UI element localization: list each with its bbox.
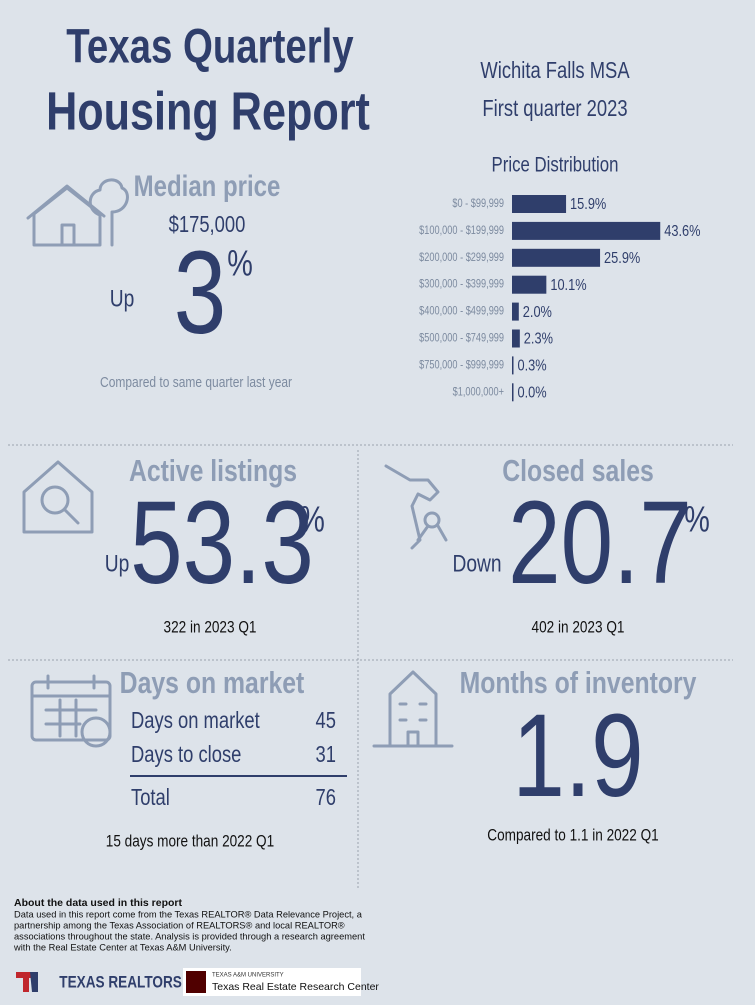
- note: Compared to 1.1 in 2022 Q1: [487, 826, 658, 845]
- row-label: Days to close: [131, 742, 241, 767]
- section-heading: Closed sales: [502, 454, 654, 488]
- section-heading: Active listings: [129, 454, 297, 488]
- bar: [512, 302, 519, 321]
- search-house-icon: [22, 460, 94, 534]
- icon-part: [372, 670, 454, 748]
- about-line: associations throughout the state. Analy…: [14, 931, 365, 941]
- icon-part: [40, 485, 70, 515]
- change-value: 20.7: [508, 476, 692, 609]
- category-label: $100,000 - $199,999: [419, 225, 504, 237]
- bar-chart: $0 - $99,999 15.9% $100,000 - $199,999 43.6…: [419, 195, 701, 402]
- title: Housing Report: [46, 82, 370, 142]
- icon-part: [88, 178, 129, 247]
- texas-realtors-logo: TEXAS REALTORS: [16, 972, 182, 992]
- section-heading: Days on market: [120, 666, 305, 700]
- about-line: Data used in this report come from the T…: [14, 909, 363, 919]
- icon-part: [30, 680, 112, 742]
- row-label: Days on market: [131, 708, 260, 733]
- house-tree-icon: [26, 178, 129, 247]
- icon-part: [186, 971, 206, 993]
- icon-part: [30, 972, 38, 992]
- about-line: partnership among the Texas Association …: [14, 920, 345, 930]
- value-label: 15.9%: [570, 196, 606, 214]
- category-label: $750,000 - $999,999: [419, 360, 504, 372]
- bar: [512, 221, 661, 240]
- value-label: 0.3%: [518, 357, 547, 375]
- category-label: $1,000,000+: [453, 387, 504, 399]
- category-label: $0 - $99,999: [452, 198, 504, 210]
- region: Wichita Falls MSA: [480, 58, 629, 83]
- direction: Down: [452, 549, 501, 577]
- value-label: 2.3%: [524, 330, 553, 348]
- icon-part: [60, 223, 76, 247]
- calendar-icon: [30, 674, 112, 748]
- icon-part: [398, 702, 428, 748]
- research-center-logo: TEXAS A&M UNIVERSITY Texas Real Estate R…: [183, 968, 379, 996]
- percent-sign: %: [299, 498, 325, 539]
- median-price: $175,000: [169, 212, 246, 237]
- bar: [512, 356, 514, 375]
- direction: Up: [110, 284, 135, 312]
- icon-part: [63, 508, 80, 525]
- inventory-value: 1.9: [512, 689, 643, 822]
- direction: Up: [105, 549, 130, 577]
- row-label: Total: [131, 785, 170, 810]
- row-value: 45: [316, 708, 336, 733]
- value-label: 2.0%: [523, 304, 552, 322]
- icon-part: [384, 464, 440, 550]
- building-icon: [372, 670, 454, 748]
- bar: [512, 383, 514, 402]
- icon-part: [22, 460, 94, 534]
- percent-sign: %: [227, 242, 253, 283]
- chart-title: Price Distribution: [492, 154, 619, 177]
- section-heading: Median price: [134, 168, 281, 202]
- change-value: 3: [174, 226, 226, 359]
- percent-sign: %: [684, 498, 710, 539]
- category-label: $300,000 - $399,999: [419, 279, 504, 291]
- logo-small-text: TEXAS A&M UNIVERSITY: [212, 973, 284, 979]
- about-line: with the Real Estate Center at Texas A&M…: [13, 942, 232, 952]
- about-text: Data used in this report come from the T…: [13, 909, 365, 952]
- note: 322 in 2023 Q1: [164, 618, 257, 637]
- bar: [512, 329, 520, 348]
- icon-part: [183, 968, 361, 996]
- row-value: 76: [316, 785, 336, 810]
- category-label: $500,000 - $749,999: [419, 333, 504, 345]
- note: 15 days more than 2022 Q1: [106, 832, 274, 851]
- category-label: $400,000 - $499,999: [419, 306, 504, 318]
- icon-part: [30, 674, 112, 738]
- bar: [512, 248, 601, 267]
- row-value: 31: [316, 742, 336, 767]
- icon-part: [80, 716, 112, 748]
- value-label: 43.6%: [664, 223, 700, 241]
- bar: [512, 275, 547, 294]
- section-heading: Months of inventory: [460, 666, 697, 700]
- days-table: Days on market 45 Days to close 31 Total 76: [131, 708, 336, 810]
- icon-part: [416, 524, 448, 542]
- title: Texas Quarterly: [66, 21, 353, 74]
- logo-text: Texas Real Estate Research Center: [212, 981, 379, 993]
- logo-text: TEXAS REALTORS: [59, 973, 182, 992]
- category-label: $200,000 - $299,999: [419, 252, 504, 264]
- period: First quarter 2023: [482, 96, 627, 121]
- note: 402 in 2023 Q1: [532, 618, 625, 637]
- value-label: 0.0%: [518, 384, 547, 402]
- hand-keys-icon: [384, 464, 448, 550]
- icon-part: [423, 511, 441, 529]
- value-label: 25.9%: [604, 250, 640, 268]
- change-value: 53.3: [130, 476, 314, 609]
- value-label: 10.1%: [550, 277, 586, 295]
- note: Compared to same quarter last year: [100, 374, 292, 391]
- about-title: About the data used in this report: [14, 897, 183, 909]
- bar: [512, 195, 567, 213]
